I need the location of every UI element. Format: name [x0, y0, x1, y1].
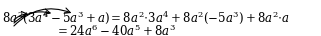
Text: $=24a^6-40a^5+8a^3$: $=24a^6-40a^5+8a^3$: [55, 23, 176, 36]
Text: $8a^2(3a^4-5a^3+a)=8a^2{\cdot}3a^4+8a^2(-5a^3)+8a^2{\cdot}a$: $8a^2(3a^4-5a^3+a)=8a^2{\cdot}3a^4+8a^2(…: [2, 9, 290, 26]
